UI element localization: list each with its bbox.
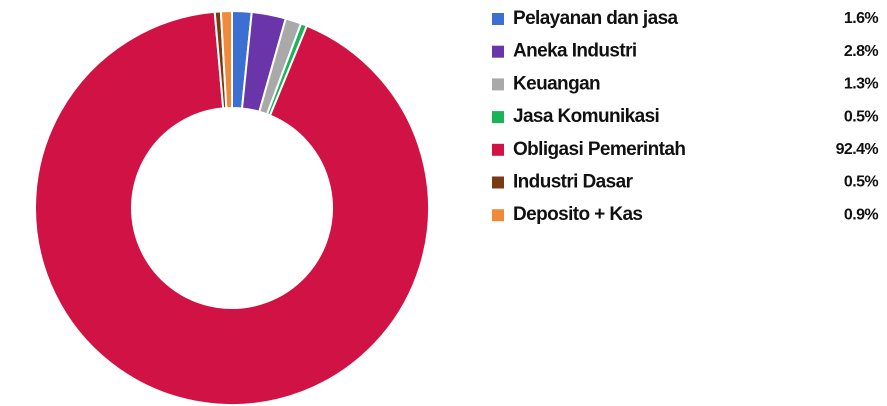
value-label: 0.5% <box>844 174 878 191</box>
value-label: 2.8% <box>844 43 878 60</box>
value-label: 92.4% <box>836 141 879 158</box>
legend-label: Deposito + Kas <box>513 204 642 225</box>
legend-swatch <box>492 111 504 124</box>
value-label: 1.6% <box>844 10 878 27</box>
legend-label: Keuangan <box>513 73 600 94</box>
legend-label: Industri Dasar <box>513 172 634 193</box>
legend-swatch <box>492 45 504 58</box>
value-label: 0.9% <box>844 206 878 223</box>
legend-label: Obligasi Pemerintah <box>513 139 685 160</box>
value-label: 1.3% <box>844 76 878 93</box>
legend-label: Pelayanan dan jasa <box>513 8 679 29</box>
legend-swatch <box>492 78 504 91</box>
donut-segment <box>219 9 233 110</box>
value-label: 0.5% <box>844 108 878 125</box>
legend-swatch <box>492 13 504 25</box>
legend-swatch <box>492 209 504 222</box>
donut-segment <box>34 10 430 406</box>
legend-label: Jasa Komunikasi <box>513 106 659 127</box>
legend-swatch <box>492 176 504 189</box>
legend-swatch <box>492 143 504 156</box>
legend-label: Aneka Industri <box>513 41 637 62</box>
